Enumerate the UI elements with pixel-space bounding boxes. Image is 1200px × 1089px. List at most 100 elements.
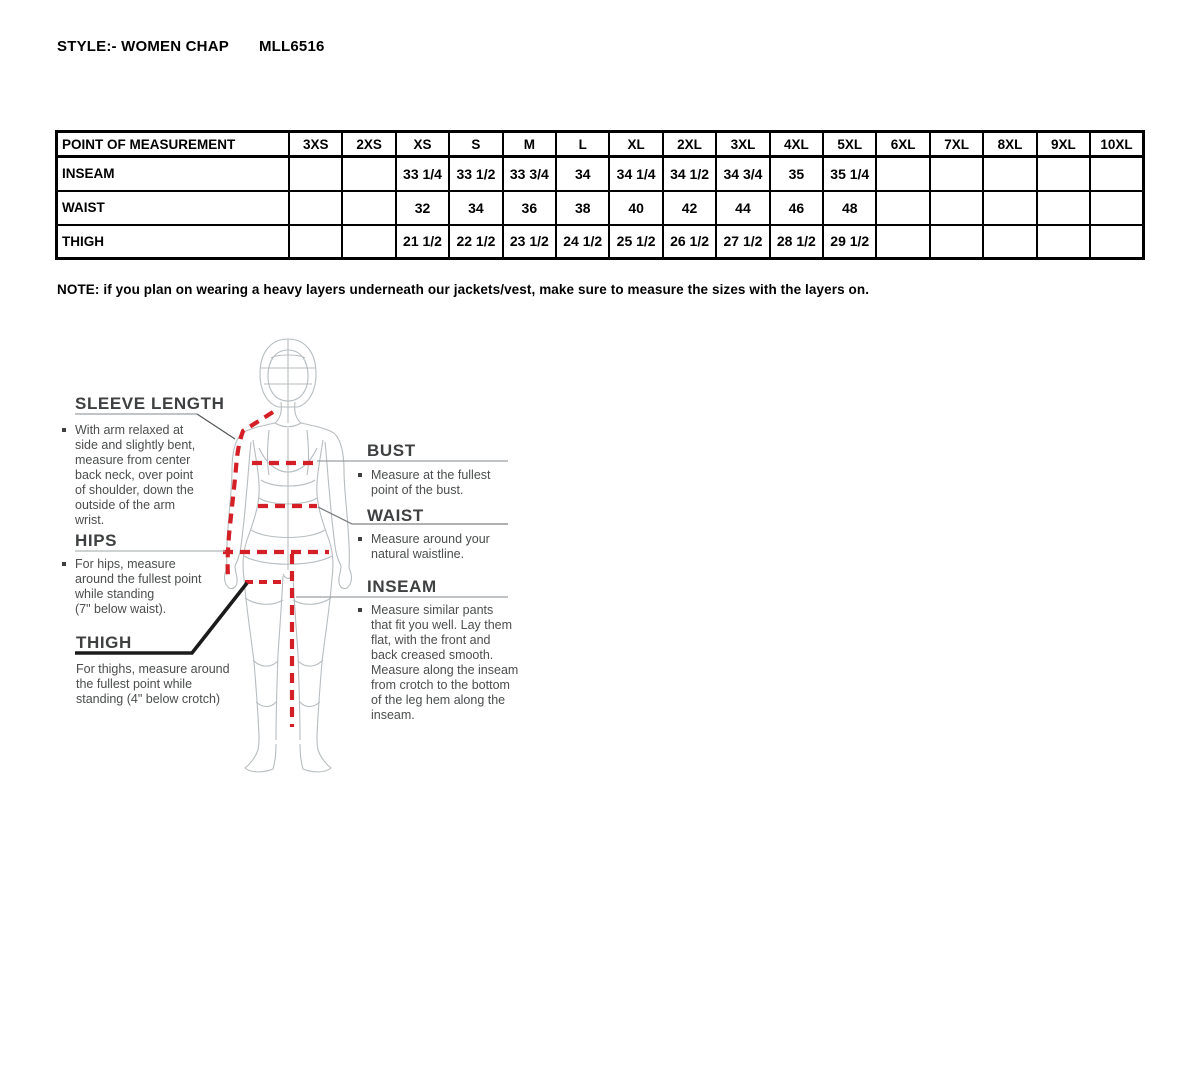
- size-value-cell: [982, 155, 1038, 192]
- size-value-cell: 48: [822, 189, 878, 226]
- measurement-diagram: SLEEVE LENGTH With arm relaxed at side a…: [55, 330, 600, 805]
- col-size-xs: XS: [394, 130, 451, 158]
- col-size-s: S: [448, 130, 504, 158]
- size-value-cell: 29 1/2: [822, 223, 878, 260]
- sleeve-leader-line: [196, 413, 236, 440]
- size-value-cell: 33 1/2: [448, 155, 504, 192]
- inseam-heading: INSEAM: [367, 577, 437, 596]
- size-value-cell: [875, 223, 931, 260]
- thigh-description: For thighs, measure around the fullest p…: [76, 662, 230, 706]
- col-size-6xl: 6XL: [875, 130, 931, 158]
- size-value-cell: [341, 189, 397, 226]
- waist-heading: WAIST: [367, 506, 424, 525]
- size-value-cell: 35: [768, 155, 825, 192]
- size-value-cell: 25 1/2: [608, 223, 664, 260]
- col-size-4xl: 4XL: [768, 130, 825, 158]
- size-value-cell: 34: [448, 189, 504, 226]
- col-point-of-measurement: POINT OF MEASUREMENT: [55, 130, 290, 158]
- col-size-5xl: 5XL: [822, 130, 878, 158]
- col-size-7xl: 7XL: [928, 130, 985, 158]
- size-value-cell: 46: [768, 189, 825, 226]
- size-value-cell: 28 1/2: [768, 223, 825, 260]
- size-value-cell: 21 1/2: [394, 223, 451, 260]
- table-header-row: POINT OF MEASUREMENT 3XS 2XS XS S M L XL 2XL 3XL 4…: [55, 130, 1145, 158]
- size-value-cell: [1089, 155, 1145, 192]
- col-size-9xl: 9XL: [1035, 130, 1092, 158]
- sleeve-dash-line: [225, 410, 275, 577]
- sleeve-length-heading: SLEEVE LENGTH: [75, 394, 225, 413]
- table-row-inseam: INSEAM 33 1/4 33 1/2 33 3/4 34 34 1/4 34 1/2 34…: [55, 155, 1145, 192]
- size-value-cell: [287, 189, 344, 226]
- bullet-square-icon: [62, 562, 66, 566]
- size-value-cell: 33 1/4: [394, 155, 451, 192]
- size-value-cell: 27 1/2: [715, 223, 771, 260]
- bust-description: Measure at the fullest point of the bust…: [358, 468, 538, 498]
- size-value-cell: [875, 155, 931, 192]
- row-label: WAIST: [55, 189, 290, 226]
- thigh-leader-line: [75, 581, 249, 655]
- col-size-l: L: [555, 130, 611, 158]
- col-size-m: M: [501, 130, 558, 158]
- size-value-cell: 32: [394, 189, 451, 226]
- size-value-cell: [1035, 155, 1092, 192]
- style-name: STYLE:- WOMEN CHAP: [57, 38, 229, 55]
- size-value-cell: 22 1/2: [448, 223, 504, 260]
- size-value-cell: 38: [555, 189, 611, 226]
- size-value-cell: [928, 155, 985, 192]
- size-value-cell: [928, 223, 985, 260]
- row-label: INSEAM: [55, 155, 290, 192]
- size-value-cell: [875, 189, 931, 226]
- col-size-2xl: 2XL: [661, 130, 718, 158]
- bullet-square-icon: [62, 428, 66, 432]
- size-value-cell: [341, 155, 397, 192]
- size-value-cell: [287, 223, 344, 260]
- hips-heading: HIPS: [75, 531, 118, 550]
- size-value-cell: 34 3/4: [715, 155, 771, 192]
- col-size-2xs: 2XS: [341, 130, 397, 158]
- thigh-heading: THIGH: [76, 633, 132, 652]
- size-value-cell: [341, 223, 397, 260]
- size-value-cell: 44: [715, 189, 771, 226]
- size-value-cell: 42: [661, 189, 718, 226]
- inseam-description: Measure similar pants that fit you well.…: [358, 603, 543, 723]
- size-value-cell: [1035, 189, 1092, 226]
- col-size-3xl: 3XL: [715, 130, 771, 158]
- bullet-square-icon: [358, 537, 362, 541]
- col-size-3xs: 3XS: [287, 130, 344, 158]
- bust-heading: BUST: [367, 441, 416, 460]
- waist-description: Measure around your natural waistline.: [358, 532, 538, 562]
- size-value-cell: 34 1/2: [661, 155, 718, 192]
- table-row-waist: WAIST 32 34 36 38 40 42 44 46 48: [55, 189, 1145, 226]
- hips-description: For hips, measure around the fullest poi…: [62, 557, 242, 617]
- size-value-cell: [1089, 189, 1145, 226]
- size-value-cell: 36: [501, 189, 558, 226]
- size-value-cell: 33 3/4: [501, 155, 558, 192]
- size-value-cell: [982, 223, 1038, 260]
- size-value-cell: 23 1/2: [501, 223, 558, 260]
- size-value-cell: [1089, 223, 1145, 260]
- figure-and-lines: [75, 338, 508, 773]
- size-value-cell: 40: [608, 189, 664, 226]
- size-value-cell: 35 1/4: [822, 155, 878, 192]
- size-value-cell: [287, 155, 344, 192]
- style-code: MLL6516: [258, 38, 325, 55]
- col-size-8xl: 8XL: [982, 130, 1038, 158]
- body-figure-wireframe: [224, 338, 352, 773]
- bullet-square-icon: [358, 608, 362, 612]
- sleeve-length-description: With arm relaxed at side and slightly be…: [62, 423, 232, 528]
- size-value-cell: [928, 189, 985, 226]
- col-size-xl: XL: [608, 130, 664, 158]
- size-value-cell: [982, 189, 1038, 226]
- bullet-square-icon: [358, 473, 362, 477]
- size-value-cell: 24 1/2: [555, 223, 611, 260]
- size-value-cell: 34: [555, 155, 611, 192]
- page-title: STYLE:- WOMEN CHAP MLL6516: [57, 38, 325, 55]
- size-value-cell: 26 1/2: [661, 223, 718, 260]
- col-size-10xl: 10XL: [1089, 130, 1145, 158]
- table-row-thigh: THIGH 21 1/2 22 1/2 23 1/2 24 1/2 25 1/2 26 1/…: [55, 223, 1145, 260]
- note-text: NOTE: if you plan on wearing a heavy lay…: [57, 282, 870, 297]
- size-value-cell: [1035, 223, 1092, 260]
- size-chart-table: POINT OF MEASUREMENT 3XS 2XS XS S M L XL 2XL 3XL 4…: [55, 130, 1145, 260]
- size-value-cell: 34 1/4: [608, 155, 664, 192]
- row-label: THIGH: [55, 223, 290, 260]
